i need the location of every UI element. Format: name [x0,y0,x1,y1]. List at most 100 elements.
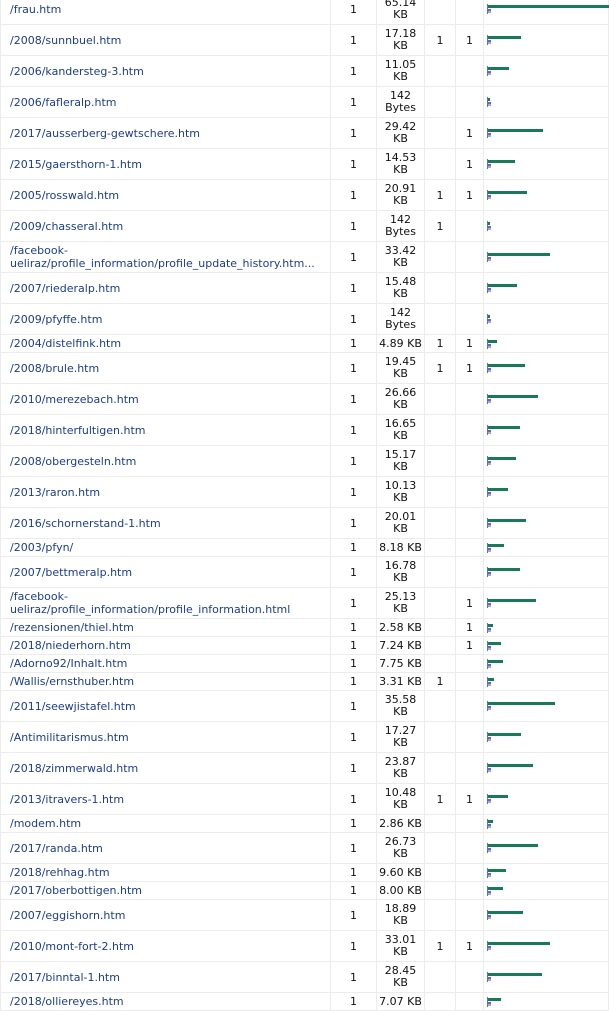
entry-bar-fill [488,706,491,708]
page-url-link[interactable]: /facebook-ueliraz/profile_information/pr… [10,590,291,616]
page-url-cell: /rezensionen/thiel.htm [0,618,331,637]
bandwidth-bar [487,425,608,435]
size-cell: 29.42 KB [376,117,425,149]
page-url-cell: /2018/olliereyes.htm [0,992,331,1011]
exit-cell: 1 [455,179,484,211]
page-url-link[interactable]: /2009/chasseral.htm [10,219,124,233]
table-row: /2010/merezebach.htm 1 26.66 KB [0,383,609,415]
exit-bar-fill [488,525,491,527]
entry-cell [424,721,456,753]
exit-cell [455,86,484,118]
entry-bar-fill [488,977,491,979]
table-row: /2018/zimmerwald.htm 1 23.87 KB [0,752,609,784]
entry-cell [424,654,456,673]
page-url-cell: /2007/eggishorn.htm [0,899,331,931]
exit-bar-fill [488,1003,491,1006]
page-url-link[interactable]: /2017/oberbottigen.htm [10,884,143,897]
page-url-link[interactable]: /2007/riederalp.htm [10,281,121,295]
page-url-link[interactable]: /2006/kandersteg-3.htm [10,64,144,78]
page-url-link[interactable]: /2017/randa.htm [10,841,103,855]
bandwidth-bar-fill [488,160,515,163]
size-cell: 16.78 KB [376,556,425,588]
page-url-link[interactable]: /2010/mont-fort-2.htm [10,939,135,953]
entry-bar-fill [488,946,491,948]
page-url-link[interactable]: /Wallis/ernsthuber.htm [10,675,135,688]
exit-cell [455,272,484,304]
page-url-link[interactable]: /2018/rehhag.htm [10,866,110,879]
page-url-link[interactable]: /Adorno92/Inhalt.htm [10,657,128,670]
bandwidth-bar-fill [488,795,508,798]
bandwidth-bar-fill [488,844,538,847]
page-url-link[interactable]: /2006/fafleralp.htm [10,95,117,109]
page-url-link[interactable]: /2007/bettmeralp.htm [10,565,133,579]
page-url-link[interactable]: /facebook-ueliraz/profile_information/pr… [10,244,315,270]
page-url-link[interactable]: /Antimilitarismus.htm [10,730,129,744]
page-url-link[interactable]: /modem.htm [10,817,82,830]
page-url-cell: /2018/zimmerwald.htm [0,752,331,784]
entry-cell [424,86,456,118]
page-url-link[interactable]: /2016/schornerstand-1.htm [10,516,161,530]
page-url-link[interactable]: /2018/niederhorn.htm [10,639,131,652]
page-url-link[interactable]: /2013/raron.htm [10,485,101,499]
exit-cell [455,538,484,557]
page-url-link[interactable]: /2015/gaersthorn-1.htm [10,157,142,171]
bandwidth-bar-cell [483,961,609,993]
size-cell: 11.05 KB [376,55,425,87]
table-row: /2007/bettmeralp.htm 1 16.78 KB [0,556,609,588]
exit-cell [455,654,484,673]
table-row: /2009/pfyffe.htm 1 142 Bytes [0,303,609,335]
exit-bar-fill [488,948,491,950]
bandwidth-bar [487,676,608,687]
page-url-link[interactable]: /rezensionen/thiel.htm [10,621,134,634]
bandwidth-bar [487,794,608,804]
exit-bar-fill [488,874,491,877]
page-url-link[interactable]: /2013/itravers-1.htm [10,792,125,806]
exit-cell [455,303,484,335]
entry-cell [424,0,456,25]
page-url-cell: /2005/rosswald.htm [0,179,331,211]
page-url-link[interactable]: /2003/pfyn/ [10,541,74,554]
exit-bar-fill [488,197,491,199]
exit-bar-fill [488,739,491,741]
size-cell: 9.60 KB [376,863,425,882]
bandwidth-bar [487,159,608,169]
bandwidth-bar [487,567,608,577]
page-url-link[interactable]: /2017/binntal-1.htm [10,970,120,984]
bandwidth-bar-cell [483,383,609,415]
page-url-link[interactable]: /2007/eggishorn.htm [10,908,126,922]
page-url-link[interactable]: /2008/sunnbuel.htm [10,33,122,47]
hits-cell: 1 [330,961,377,993]
hits-cell: 1 [330,414,377,446]
table-row: /2005/rosswald.htm 1 20.91 KB 1 1 [0,179,609,211]
entry-cell [424,636,456,655]
page-url-link[interactable]: /2008/obergesteln.htm [10,454,137,468]
page-url-link[interactable]: /2018/zimmerwald.htm [10,761,139,775]
exit-bar-fill [488,979,491,981]
page-url-link[interactable]: /2004/distelfink.htm [10,337,122,350]
entry-cell [424,445,456,477]
entry-bar-fill [488,572,491,574]
table-row: /2008/sunnbuel.htm 1 17.18 KB 1 1 [0,24,609,56]
exit-cell [455,383,484,415]
hits-cell: 1 [330,587,377,619]
size-cell: 8.00 KB [376,881,425,900]
page-url-link[interactable]: /2018/hinterfultigen.htm [10,423,146,437]
exit-cell [455,690,484,722]
page-url-link[interactable]: /2005/rosswald.htm [10,188,120,202]
page-url-link[interactable]: /2017/ausserberg-gewtschere.htm [10,126,201,140]
page-url-link[interactable]: /2011/seewjistafel.htm [10,699,136,713]
entry-cell [424,752,456,784]
bandwidth-bar-fill [488,733,521,736]
bandwidth-bar [487,843,608,853]
table-row: /2009/chasseral.htm 1 142 Bytes 1 [0,210,609,242]
size-cell: 142 Bytes [376,86,425,118]
entry-bar-fill [488,133,491,135]
page-url-link[interactable]: /2008/brule.htm [10,361,100,375]
exit-bar-fill [488,549,491,552]
page-url-link[interactable]: /2010/merezebach.htm [10,392,139,406]
size-cell: 7.75 KB [376,654,425,673]
page-url-link[interactable]: /2009/pfyffe.htm [10,312,103,326]
page-url-link[interactable]: /2018/olliereyes.htm [10,995,124,1008]
page-url-cell: /2006/fafleralp.htm [0,86,331,118]
page-url-link[interactable]: /frau.htm [10,2,62,16]
